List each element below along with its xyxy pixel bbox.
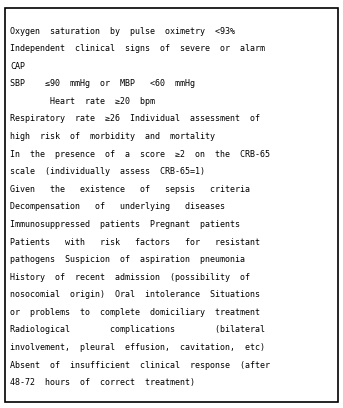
FancyBboxPatch shape [5, 8, 338, 402]
Text: Radiological        complications        (bilateral: Radiological complications (bilateral [10, 326, 265, 335]
Text: CAP: CAP [10, 62, 25, 71]
Text: Oxygen  saturation  by  pulse  oximetry  <93%: Oxygen saturation by pulse oximetry <93% [10, 27, 235, 35]
Text: SBP    ≤90  mmHg  or  MBP   <60  mmHg: SBP ≤90 mmHg or MBP <60 mmHg [10, 79, 195, 88]
Text: pathogens  Suspicion  of  aspiration  pneumonia: pathogens Suspicion of aspiration pneumo… [10, 255, 245, 264]
Text: History  of  recent  admission  (possibility  of: History of recent admission (possibility… [10, 273, 250, 282]
Text: Independent  clinical  signs  of  severe  or  alarm: Independent clinical signs of severe or … [10, 44, 265, 53]
Text: Patients   with   risk   factors   for   resistant: Patients with risk factors for resistant [10, 237, 260, 246]
Text: In  the  presence  of  a  score  ≥2  on  the  CRB-65: In the presence of a score ≥2 on the CRB… [10, 150, 270, 159]
Text: or  problems  to  complete  domiciliary  treatment: or problems to complete domiciliary trea… [10, 308, 260, 317]
Text: high  risk  of  morbidity  and  mortality: high risk of morbidity and mortality [10, 132, 215, 141]
Text: Immunosuppressed  patients  Pregnant  patients: Immunosuppressed patients Pregnant patie… [10, 220, 240, 229]
Text: 48-72  hours  of  correct  treatment): 48-72 hours of correct treatment) [10, 378, 195, 387]
Text: nosocomial  origin)  Oral  intolerance  Situations: nosocomial origin) Oral intolerance Situ… [10, 290, 260, 299]
Text: involvement,  pleural  effusion,  cavitation,  etc): involvement, pleural effusion, cavitatio… [10, 343, 265, 352]
Text: Absent  of  insufficient  clinical  response  (after: Absent of insufficient clinical response… [10, 361, 270, 370]
Text: Respiratory  rate  ≥26  Individual  assessment  of: Respiratory rate ≥26 Individual assessme… [10, 114, 260, 124]
Text: scale  (individually  assess  CRB-65=1): scale (individually assess CRB-65=1) [10, 167, 205, 176]
Text: Heart  rate  ≥20  bpm: Heart rate ≥20 bpm [10, 97, 155, 106]
Text: Given   the   existence   of   sepsis   criteria: Given the existence of sepsis criteria [10, 185, 250, 194]
Text: Decompensation   of   underlying   diseases: Decompensation of underlying diseases [10, 202, 225, 211]
